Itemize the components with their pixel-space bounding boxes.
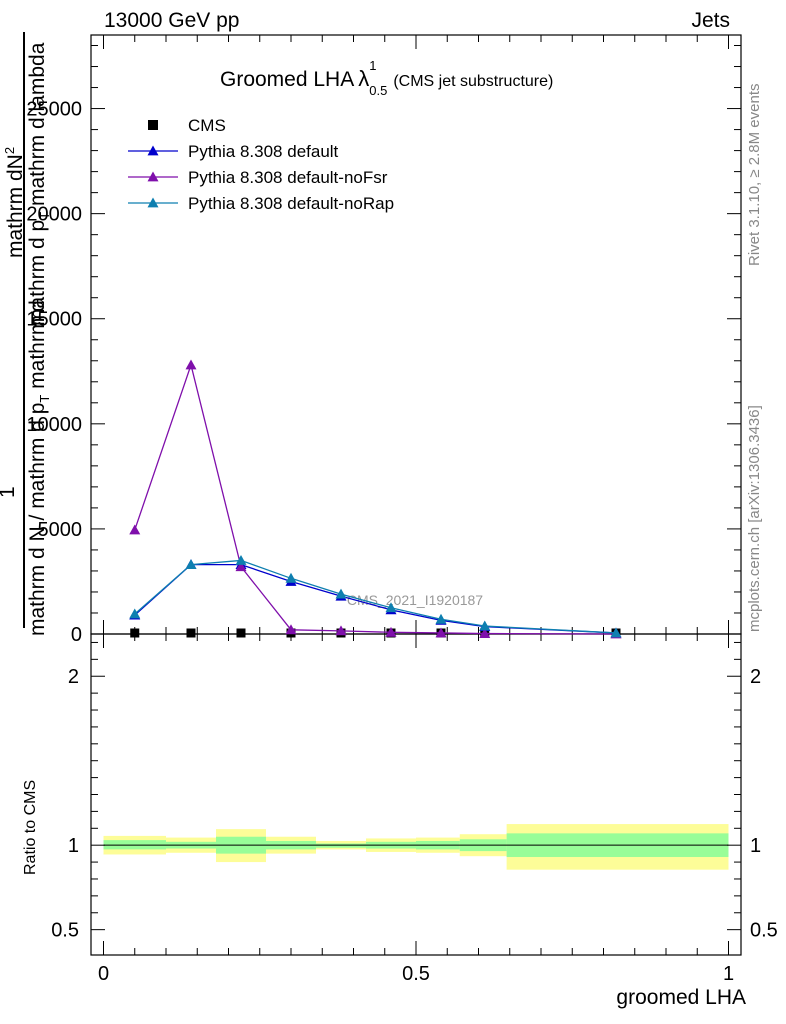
ylabel-fraction-line bbox=[23, 32, 25, 628]
category-label: Jets bbox=[691, 9, 730, 32]
lower-y-tick-label-right: 2 bbox=[750, 666, 761, 688]
series-3-point bbox=[385, 602, 397, 613]
upper-y-tick-label: 5000 bbox=[38, 519, 83, 541]
lower-frame bbox=[90, 633, 742, 956]
title-subscript: 0.5 bbox=[369, 83, 388, 98]
title-lambda: λ bbox=[358, 66, 370, 91]
analysis-watermark: CMS_2021_I1920187 bbox=[347, 592, 483, 608]
series-2-point bbox=[335, 625, 347, 636]
legend-marker-1 bbox=[147, 145, 159, 156]
energy-label: 13000 GeV pp bbox=[104, 9, 240, 32]
series-2-point bbox=[285, 624, 297, 635]
series-2-point bbox=[185, 359, 197, 370]
series-2-point bbox=[385, 626, 397, 637]
cms-data-point bbox=[236, 628, 246, 638]
upper-y-tick-label: 0 bbox=[71, 624, 82, 646]
series-3-point bbox=[435, 613, 447, 624]
legend-marker-2 bbox=[147, 171, 159, 182]
upper-y-tick-label: 10000 bbox=[26, 414, 82, 436]
lower-y-tick-label-left: 1 bbox=[68, 835, 79, 857]
title-superscript: 1 bbox=[369, 58, 377, 73]
legend-entry-1: Pythia 8.308 default bbox=[188, 142, 339, 161]
series-3-point bbox=[335, 588, 347, 599]
legend-entry-3: Pythia 8.308 default-noRap bbox=[188, 194, 394, 213]
lower-y-tick-label-right: 1 bbox=[750, 835, 761, 857]
upper-y-tick-label: 15000 bbox=[26, 309, 82, 331]
series-3-point bbox=[129, 608, 141, 619]
series-2-point bbox=[435, 627, 447, 638]
legend-entry-2: Pythia 8.308 default-noFsr bbox=[188, 168, 388, 187]
plot-subtitle: (CMS jet substructure) bbox=[393, 73, 554, 90]
x-tick-label: 0.5 bbox=[402, 963, 430, 985]
x-axis-label: groomed LHA bbox=[616, 986, 746, 1009]
series-3-point bbox=[479, 620, 491, 631]
plot-title: Groomed LHA λ 1 0.5 (CMS jet substructure) bbox=[220, 58, 554, 98]
lower-y-tick-label-right: 0.5 bbox=[750, 920, 778, 942]
series-3-point bbox=[185, 559, 197, 570]
upper-y-tick-label: 25000 bbox=[26, 99, 82, 121]
lower-y-tick-label-left: 0.5 bbox=[51, 920, 79, 942]
cms-data-point bbox=[186, 628, 196, 638]
upper-y-tick-label: 20000 bbox=[26, 204, 82, 226]
legend-marker-3 bbox=[147, 197, 159, 208]
series-3-point bbox=[610, 627, 622, 638]
legend-marker-square bbox=[148, 120, 158, 130]
lower-y-tick-label-left: 2 bbox=[68, 666, 79, 688]
series-2-point bbox=[235, 561, 247, 572]
cms-data-point bbox=[130, 628, 140, 638]
legend-entry-0: CMS bbox=[188, 116, 226, 135]
series-2-point bbox=[479, 628, 491, 638]
series-3-point bbox=[285, 572, 297, 583]
x-tick-label: 0 bbox=[98, 963, 109, 985]
title-main: Groomed LHA bbox=[220, 68, 355, 91]
x-tick-label: 1 bbox=[723, 963, 734, 985]
series-3-point bbox=[235, 554, 247, 565]
series-2-point bbox=[129, 524, 141, 535]
